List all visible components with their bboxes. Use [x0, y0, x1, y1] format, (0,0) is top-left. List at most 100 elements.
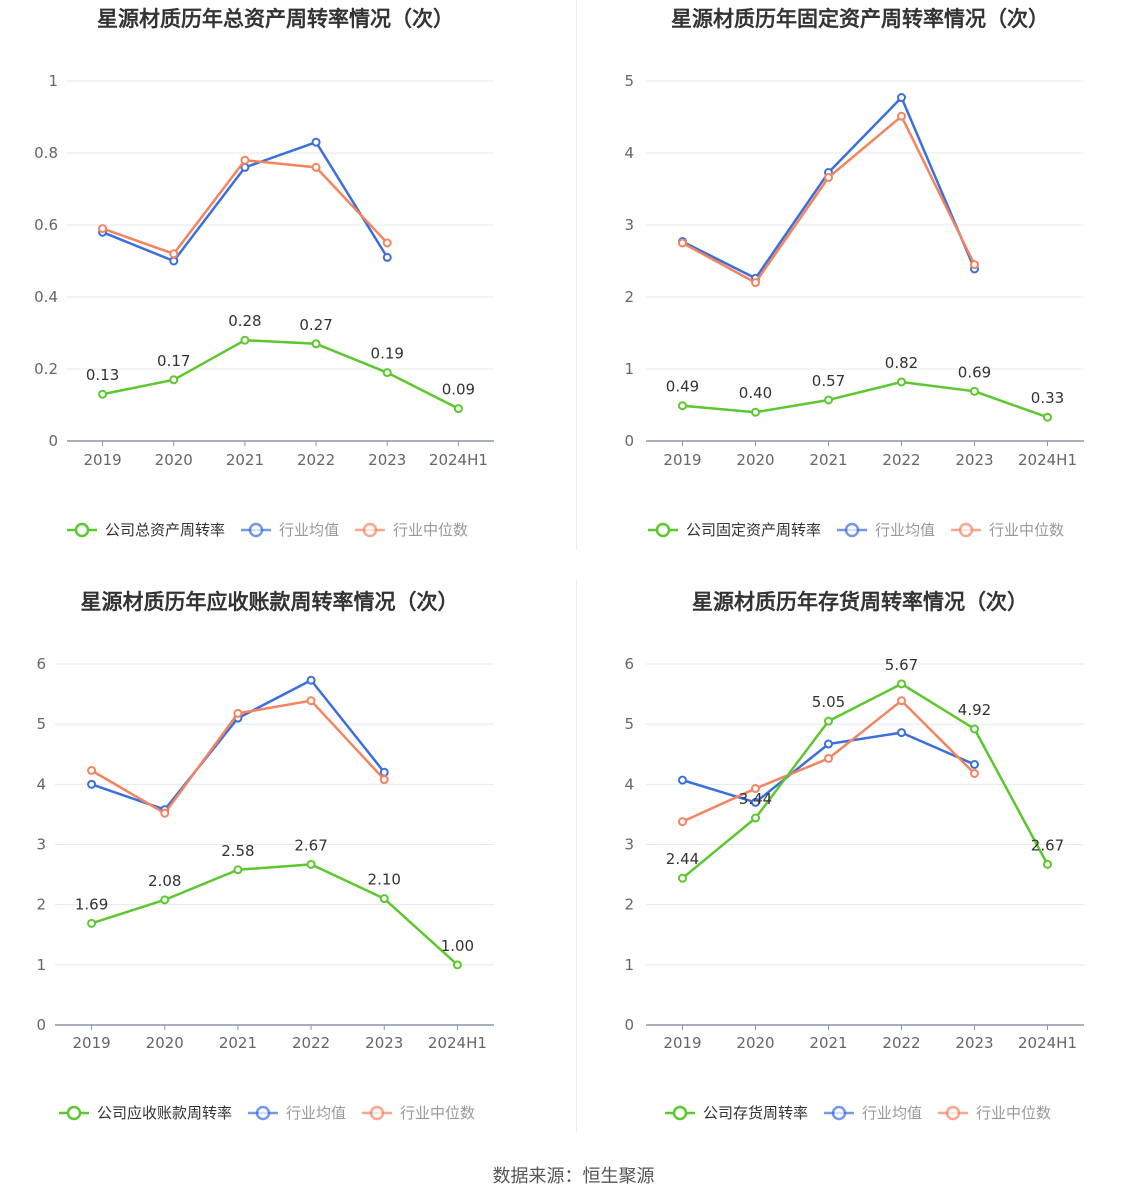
data-label: 5.67 — [885, 656, 918, 674]
x-tick-label: 2020 — [146, 1034, 184, 1052]
data-point — [824, 739, 833, 749]
legend-marker — [66, 1105, 82, 1121]
series-line — [682, 380, 1048, 419]
legend-label: 行业中位数 — [393, 521, 468, 539]
chart-panel-total-asset-turnover: 星源材质历年总资产周转率情况（次） 0 0.2 0.4 0.6 0.8 1 2019 2020 2… — [0, 0, 574, 583]
legend-marker — [655, 522, 671, 538]
series-line — [681, 96, 976, 280]
legend-label: 行业中位数 — [989, 521, 1064, 539]
data-point — [306, 696, 316, 706]
x-tick-label: 2019 — [72, 1034, 110, 1052]
data-point — [379, 775, 389, 785]
data-point — [678, 817, 687, 827]
x-tick-label: 2023 — [955, 1034, 993, 1052]
data-point — [678, 238, 687, 248]
data-point — [169, 375, 179, 385]
data-point — [970, 724, 979, 734]
series-line — [102, 158, 389, 256]
y-tick-label: 4 — [624, 775, 634, 793]
legend-marker — [831, 1105, 847, 1121]
y-tick-label: 6 — [36, 655, 46, 673]
x-tick-label: 2019 — [83, 451, 121, 469]
data-point — [452, 960, 462, 970]
x-tick-label: 2022 — [882, 1034, 920, 1052]
y-tick-label: 2 — [624, 896, 634, 914]
chart-title: 星源材质历年总资产周转率情况（次） — [97, 7, 454, 31]
chart-svg: 星源材质历年应收账款周转率情况（次） 0 1 2 3 4 5 6 2019 2020 2021 202… — [36, 590, 494, 1122]
data-source-name: 恒生聚源 — [582, 1166, 655, 1187]
data-label: 0.82 — [885, 354, 918, 372]
data-point — [897, 679, 906, 689]
y-tick-label: 5 — [624, 715, 634, 733]
legend-marker — [945, 1105, 961, 1121]
legend-label: 行业中位数 — [400, 1104, 475, 1122]
legend-marker — [369, 1105, 385, 1121]
legend-marker — [362, 522, 378, 538]
x-tick-label: 2023 — [955, 451, 993, 469]
series-line — [91, 678, 386, 811]
data-label: 2.67 — [1031, 836, 1064, 854]
y-tick-label: 1 — [624, 360, 634, 378]
data-label: 4.92 — [958, 701, 991, 719]
data-point — [751, 784, 760, 794]
data-point — [306, 859, 316, 869]
legend-marker — [248, 522, 264, 538]
data-point — [897, 377, 906, 387]
data-label: 2.67 — [294, 836, 327, 854]
x-tick-label: 2020 — [155, 451, 193, 469]
x-tick-label: 2019 — [663, 1034, 701, 1052]
data-label: 0.09 — [442, 381, 475, 399]
data-point — [678, 775, 687, 785]
data-label: 2.08 — [148, 872, 181, 890]
data-point — [240, 155, 250, 165]
chart-panel-fixed-asset-turnover: 星源材质历年固定资产周转率情况（次） 0 1 2 3 4 5 2019 2020 2021 2022… — [576, 0, 1147, 583]
data-label: 2.58 — [221, 842, 254, 860]
legend-marker — [74, 522, 90, 538]
data-label: 1.69 — [75, 895, 108, 913]
data-point — [379, 767, 389, 777]
x-tick-label: 2022 — [882, 451, 920, 469]
x-tick-label: 2020 — [736, 1034, 774, 1052]
x-tick-label: 2021 — [226, 451, 264, 469]
legend-label: 公司固定资产周转率 — [686, 521, 821, 539]
x-tick-label: 2024H1 — [1018, 451, 1077, 469]
data-point — [382, 368, 392, 378]
y-tick-label: 5 — [624, 72, 634, 90]
data-point — [98, 389, 108, 399]
data-point — [233, 865, 243, 875]
x-tick-label: 2024H1 — [1018, 1034, 1077, 1052]
data-point — [379, 894, 389, 904]
x-tick-label: 2023 — [365, 1034, 403, 1052]
data-point — [306, 675, 316, 685]
data-point — [311, 162, 321, 172]
series-line — [681, 115, 976, 284]
legend-marker — [672, 1105, 688, 1121]
data-point — [311, 137, 321, 147]
y-tick-label: 0 — [36, 1016, 46, 1034]
data-source-label: 数据来源： — [492, 1166, 583, 1187]
y-tick-label: 2 — [36, 896, 46, 914]
data-point — [897, 93, 906, 103]
y-tick-label: 0 — [48, 432, 58, 450]
data-point — [160, 808, 170, 818]
data-label: 0.40 — [739, 384, 772, 402]
x-tick-label: 2019 — [663, 451, 701, 469]
data-label: 0.28 — [228, 312, 261, 330]
data-point — [824, 172, 833, 182]
data-point — [382, 252, 392, 262]
data-point — [970, 759, 979, 769]
x-tick-label: 2024H1 — [428, 1034, 487, 1052]
data-point — [824, 716, 833, 726]
y-tick-label: 4 — [36, 775, 46, 793]
data-label: 2.10 — [368, 871, 401, 889]
data-label: 3.44 — [739, 790, 772, 808]
data-point — [751, 797, 760, 807]
data-point — [311, 339, 321, 349]
legend-marker — [844, 522, 860, 538]
data-label: 5.05 — [812, 693, 845, 711]
legend-label: 行业均值 — [862, 1104, 922, 1122]
x-tick-label: 2022 — [292, 1034, 330, 1052]
y-tick-label: 3 — [624, 216, 634, 234]
data-point — [382, 238, 392, 248]
legend-label: 公司应收账款周转率 — [97, 1104, 232, 1122]
